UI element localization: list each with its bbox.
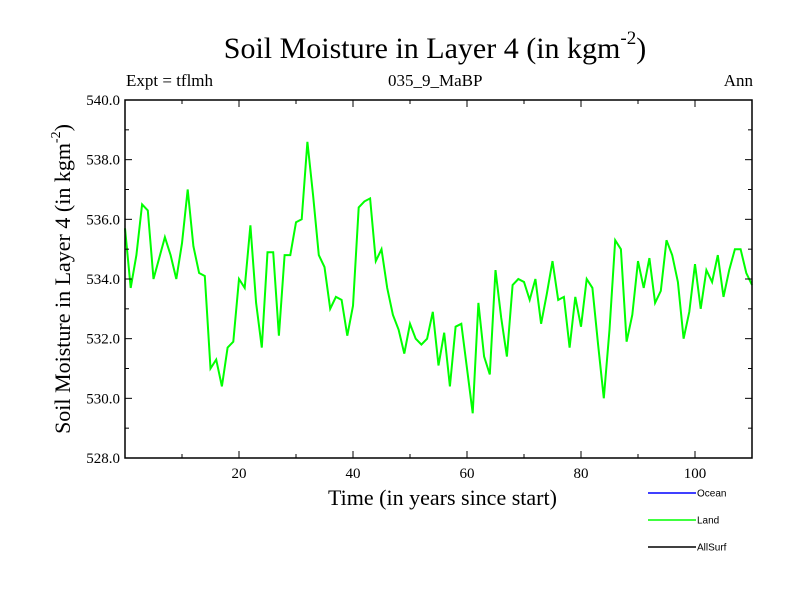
series-line-land: [124, 141, 753, 414]
y-tick-label: 538.0: [86, 153, 120, 169]
y-tick-label: 540.0: [86, 93, 120, 109]
plot-frame: [124, 99, 753, 459]
y-tick-label: 532.0: [86, 332, 120, 348]
chart-title: Soil Moisture in Layer 4 (in kgm-2): [223, 28, 647, 65]
subtitle-left: Expt = tflmh: [126, 71, 214, 90]
x-tick-label: 40: [346, 466, 361, 482]
legend-label-ocean: Ocean: [697, 489, 726, 500]
y-tick-label: 530.0: [86, 391, 120, 407]
x-axis-label: Time (in years since start): [328, 485, 557, 510]
y-tick-label: 534.0: [86, 272, 120, 288]
x-tick-label: 80: [574, 466, 589, 482]
x-tick-label: 20: [232, 466, 247, 482]
legend-label-allsurf: AllSurf: [697, 543, 727, 554]
legend-label-land: Land: [697, 516, 719, 527]
y-tick-label: 536.0: [86, 212, 120, 228]
subtitle-center: 035_9_MaBP: [388, 71, 483, 90]
x-tick-label: 100: [684, 466, 707, 482]
y-tick-label: 528.0: [86, 451, 120, 467]
subtitle-right: Ann: [723, 71, 753, 90]
x-tick-label: 60: [460, 466, 475, 482]
